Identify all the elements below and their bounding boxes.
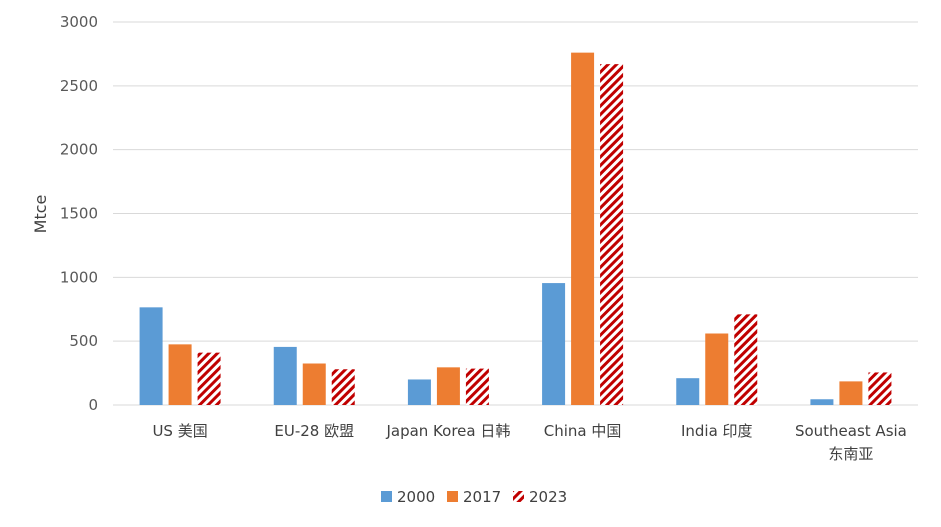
- bar-2000-4: [676, 378, 700, 405]
- category-label-line: EU-28 欧盟: [274, 422, 354, 440]
- bar-2000-0: [139, 307, 163, 405]
- category-label: EU-28 欧盟: [274, 422, 354, 440]
- bar-2000-3: [542, 283, 566, 405]
- bar-2023-5: [868, 372, 892, 405]
- category-label-line: 东南亚: [828, 445, 873, 463]
- category-label-line: US 美国: [152, 422, 207, 440]
- bar-2023-4: [734, 314, 758, 405]
- gridlines: [113, 21, 918, 406]
- category-label-line: Southeast Asia: [795, 422, 907, 440]
- y-tick-label: 1500: [60, 205, 98, 223]
- y-tick-label: 2000: [60, 141, 98, 159]
- legend-swatch-2023: [513, 491, 524, 502]
- bar-2000-2: [407, 379, 431, 405]
- bar-2017-5: [839, 381, 863, 405]
- bar-2017-2: [436, 367, 460, 405]
- y-tick-label: 500: [69, 332, 98, 350]
- bar-2023-0: [197, 352, 221, 405]
- y-axis-ticks: 0 500 1000 1500 2000 2500 3000: [60, 13, 98, 414]
- category-label: India 印度: [681, 422, 753, 440]
- legend: 2000 2017 2023: [381, 488, 567, 506]
- bar-2000-5: [810, 399, 834, 405]
- bar-2017-0: [168, 344, 192, 405]
- category-label-line: China 中国: [544, 422, 622, 440]
- y-tick-label: 2500: [60, 77, 98, 95]
- bar-2023-2: [465, 368, 489, 405]
- y-axis-title: Mtce: [31, 195, 50, 234]
- legend-label: 2023: [529, 488, 567, 506]
- category-label-line: Japan Korea 日韩: [385, 422, 510, 440]
- legend-swatch-2017: [447, 491, 458, 502]
- category-label: China 中国: [544, 422, 622, 440]
- category-label: US 美国: [152, 422, 207, 440]
- y-tick-label: 1000: [60, 268, 98, 286]
- bar-2000-1: [273, 346, 297, 405]
- category-labels: US 美国 EU-28 欧盟 Japan Korea 日韩 China 中国 India…: [152, 422, 906, 463]
- bar-2017-4: [705, 333, 729, 405]
- y-tick-label: 3000: [60, 13, 98, 31]
- category-label-line: India 印度: [681, 422, 753, 440]
- category-label: Japan Korea 日韩: [385, 422, 510, 440]
- bar-2023-3: [600, 64, 624, 405]
- legend-swatch-2000: [381, 491, 392, 502]
- legend-label: 2017: [463, 488, 501, 506]
- category-label: Southeast Asia 东南亚: [795, 422, 907, 463]
- bar-2023-1: [331, 369, 355, 405]
- bar-2017-3: [571, 52, 595, 405]
- bars: [139, 52, 892, 405]
- legend-label: 2000: [397, 488, 435, 506]
- bar-2017-1: [302, 363, 326, 405]
- y-tick-label: 0: [88, 396, 98, 414]
